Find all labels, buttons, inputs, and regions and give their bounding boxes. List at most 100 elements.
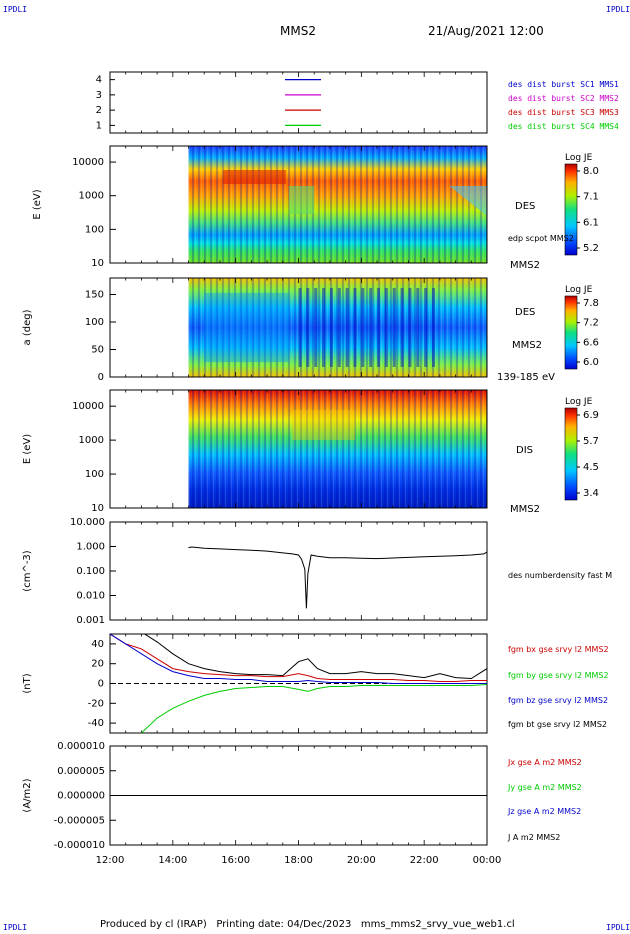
- y-tick-label: 10: [91, 503, 104, 514]
- y-tick-label: 3: [96, 90, 102, 101]
- density-plot: [188, 546, 487, 609]
- colorbar-title: Log JE: [565, 397, 593, 407]
- stripe: [337, 288, 341, 367]
- pitch-center: [204, 293, 290, 362]
- y-tick-label: 1000: [79, 435, 104, 446]
- hot-band: [223, 170, 286, 184]
- x-tick-label: 18:00: [284, 855, 313, 866]
- stripe: [377, 288, 381, 367]
- y-tick-label: 2: [96, 105, 102, 116]
- legend-entry: des dist burst SC4 MMS4: [508, 122, 619, 131]
- y-tick-label: 1: [96, 120, 102, 131]
- colorbar-title: Log JE: [565, 153, 593, 163]
- x-tick-label: 00:00: [473, 855, 502, 866]
- field-series-line: [110, 634, 487, 684]
- x-tick-label: 22:00: [410, 855, 439, 866]
- stripe: [424, 288, 428, 367]
- legend-entry: fgm bz gse srvy l2 MMS2: [508, 696, 608, 705]
- legend-entry: J A m2 MMS2: [507, 833, 560, 842]
- colorbar-tick-label: 5.2: [583, 243, 599, 254]
- DesP-image: [188, 278, 487, 377]
- colorbar-tick-label: 7.1: [583, 192, 599, 203]
- y-tick-label: 0.001: [76, 615, 105, 626]
- colorbar-tick-label: 3.4: [583, 488, 599, 499]
- stripe: [345, 288, 349, 367]
- panel-label: DES: [515, 201, 535, 212]
- stripe: [329, 288, 333, 367]
- y-tick-label: 100: [85, 317, 104, 328]
- colorbar: [564, 295, 578, 370]
- colorbar-tick-label: 4.5: [583, 462, 599, 473]
- y-tick-label: 100: [85, 224, 104, 235]
- y-tick-label: 1.000: [76, 542, 105, 553]
- x-tick-label: 20:00: [347, 855, 376, 866]
- y-tick-label: 50: [91, 345, 104, 356]
- spacecraft-title: MMS2: [280, 24, 316, 38]
- y-tick-label: 40: [91, 639, 104, 650]
- density-line: [188, 546, 487, 609]
- stripe: [432, 288, 436, 367]
- stripe: [369, 288, 373, 367]
- colorbar-tick-label: 7.8: [583, 298, 599, 309]
- panel-label: DES: [515, 307, 535, 318]
- y-tick-label: -20: [88, 698, 104, 709]
- colorbar: [564, 163, 578, 256]
- stripe: [298, 288, 302, 367]
- availability-panel-frame: [109, 71, 488, 134]
- x-tick-label: 12:00: [96, 855, 125, 866]
- x-tick-label: 14:00: [158, 855, 187, 866]
- y-tick-label: 0: [98, 679, 104, 690]
- footer: Produced by cl (IRAP) Printing date: 04/…: [100, 919, 515, 930]
- legend-entry: fgm by gse srvy l2 MMS2: [508, 671, 609, 680]
- legend-entry: des dist burst SC1 MMS1: [508, 80, 619, 89]
- density-panel-frame: [109, 521, 488, 621]
- DesE-image: [188, 146, 487, 263]
- dis-energy-ylabel: E (eV): [22, 434, 33, 464]
- legend-entry: Jx gse A m2 MMS2: [507, 758, 582, 767]
- footer-produced: Produced by cl (IRAP): [100, 919, 207, 930]
- legend-entry: des dist burst SC3 MMS3: [508, 108, 619, 117]
- magnetic-field-ylabel: (nT): [22, 673, 33, 693]
- stripe: [384, 288, 388, 367]
- colorbar-tick-label: 8.0: [583, 166, 599, 177]
- stripe: [400, 288, 404, 367]
- footer-printing: Printing date: 04/Dec/2023: [216, 919, 352, 930]
- y-tick-label: 10000: [72, 157, 104, 168]
- field-series-line: [141, 684, 487, 733]
- colorbar: [564, 407, 578, 501]
- legend-entry: fgm bx gse srvy l2 MMS2: [508, 645, 609, 654]
- colorbar-tick-label: 7.2: [583, 318, 599, 329]
- panel-label: DIS: [516, 445, 533, 456]
- panel-label: edp scpot MMS2: [508, 234, 574, 243]
- legend-entry: des numberdensity fast M: [508, 571, 612, 580]
- ion-band: [292, 410, 356, 440]
- y-tick-label: -40: [88, 718, 104, 729]
- DisE-image: [188, 390, 487, 508]
- stripe: [361, 288, 365, 367]
- y-tick-label: 10: [91, 258, 104, 269]
- corner-label-bottom-left: IPDLI: [3, 923, 28, 932]
- x-tick-label: 16:00: [221, 855, 250, 866]
- corner-label-top-left: IPDLI: [3, 5, 28, 14]
- panel-label: MMS2: [510, 260, 540, 271]
- colorbar-tick-label: 6.9: [583, 410, 599, 421]
- stripe: [322, 288, 326, 367]
- field-series-line: [110, 634, 487, 682]
- panel-label: MMS2: [512, 340, 542, 351]
- legend-entry: Jy gse A m2 MMS2: [507, 783, 582, 792]
- legend-entry: des dist burst SC2 MMS2: [508, 94, 619, 103]
- y-tick-label: 0.010: [76, 591, 105, 602]
- current-density-ylabel: (A/m2): [22, 778, 33, 812]
- des-pitch-ylabel: a (deg): [22, 309, 33, 345]
- y-tick-label: 150: [85, 290, 104, 301]
- y-tick-label: 1000: [79, 191, 104, 202]
- field-series-line: [143, 634, 487, 680]
- tail-band: [449, 186, 487, 216]
- colorbar-tick-label: 6.1: [583, 217, 599, 228]
- colorbar-tick-label: 5.7: [583, 436, 599, 447]
- spectrogram-texture: [188, 278, 487, 377]
- stripe: [314, 288, 318, 367]
- legend-entry: Jz gse A m2 MMS2: [507, 807, 581, 816]
- panel-label: MMS2: [510, 504, 540, 515]
